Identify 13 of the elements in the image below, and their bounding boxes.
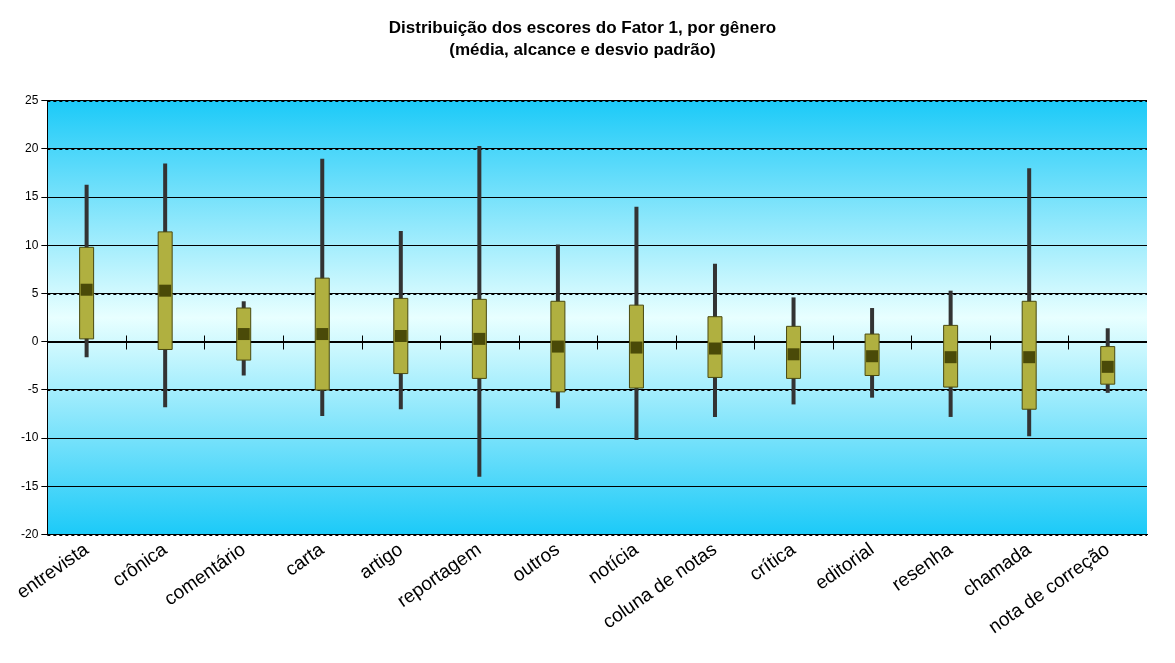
y-tick-label: 0 <box>31 334 39 349</box>
x-tick-label: carta <box>280 537 328 580</box>
y-tick-label: -20 <box>21 526 39 541</box>
y-tick-label: -5 <box>27 382 39 397</box>
y-tick-label: 25 <box>24 93 39 108</box>
y-tick-label: 15 <box>24 189 39 204</box>
chart-title: Distribuição dos escores do Fator 1, por gênero <box>388 17 777 37</box>
chart-subtitle: (média, alcance e desvio padrão) <box>449 40 716 60</box>
y-tick-label: -10 <box>21 430 39 445</box>
y-tick-label: -15 <box>21 478 39 493</box>
y-tick-label: 10 <box>24 237 39 252</box>
y-tick-label: 20 <box>24 141 39 156</box>
y-tick-label: 5 <box>31 285 39 300</box>
